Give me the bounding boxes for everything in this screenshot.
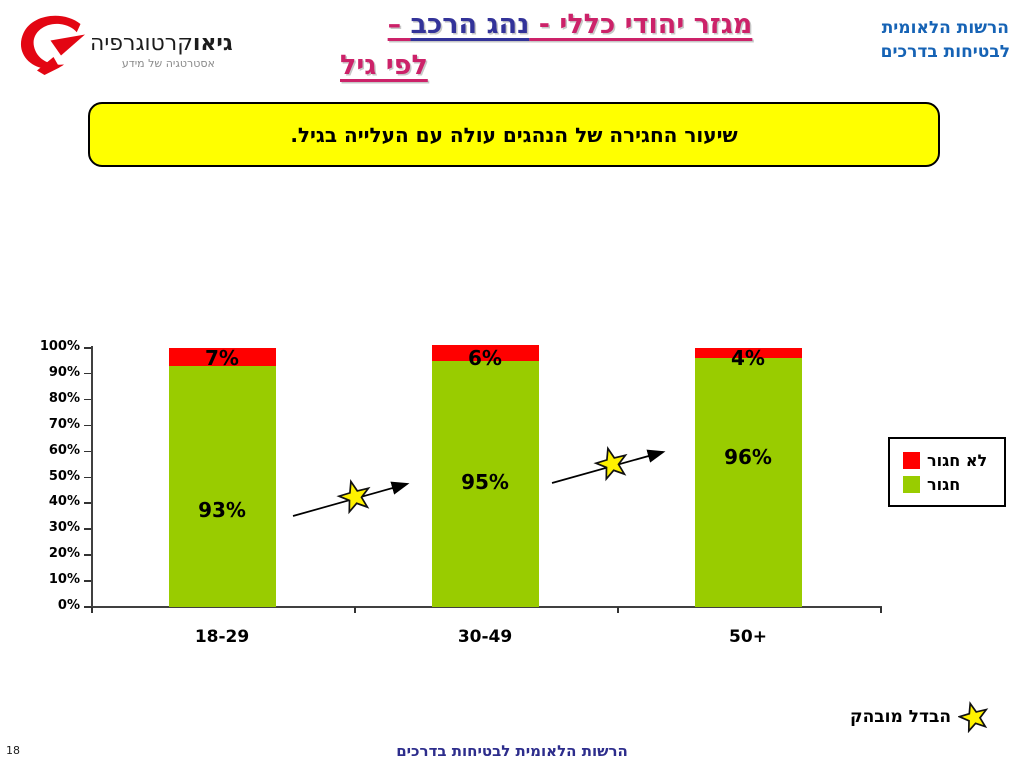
- page-number: 18: [6, 744, 20, 757]
- brand-rest: קרטוגרפיה: [90, 31, 193, 56]
- bar-label-worn: 96%: [724, 445, 772, 469]
- x-axis-tick-mark: [354, 607, 356, 613]
- slide-title-line2: לפי גיל: [340, 45, 800, 86]
- significance-label: הבדל מובהק: [850, 707, 951, 727]
- y-axis-tick-label: 100%: [39, 339, 80, 354]
- chart-legend: לא חגור חגור: [888, 437, 1006, 507]
- bar-segment-18-29-not-worn: [168, 348, 276, 367]
- footer-org-name: הרשות הלאומית לבטיחות בדרכים: [396, 742, 628, 760]
- y-axis-tick-mark: [84, 554, 92, 556]
- bar-label-not-worn: 6%: [468, 346, 502, 370]
- title-part3: –: [387, 9, 411, 40]
- y-axis-tick-label: 60%: [48, 442, 80, 458]
- slide-title: מגזר יהודי כללי - נהג הרכב – לפי גיל: [340, 4, 800, 86]
- bar-segment-50+-worn: [694, 358, 802, 607]
- bar-segment-18-29-worn: [168, 366, 276, 607]
- bar-segment-30-49-worn: [431, 360, 539, 607]
- slide-title-line1: מגזר יהודי כללי - נהג הרכב –: [340, 4, 800, 45]
- x-axis-category-label: 18-29: [194, 627, 250, 647]
- legend-label: חגור: [927, 474, 961, 494]
- y-axis-tick-label: 0%: [57, 598, 80, 613]
- y-axis-tick-mark: [84, 606, 92, 608]
- org-name-header: הרשות הלאומית לבטיחות בדרכים: [881, 16, 1010, 64]
- y-axis-tick-mark: [84, 372, 92, 375]
- x-axis-tick-mark: [617, 607, 619, 613]
- legend-swatch-icon: [903, 475, 920, 493]
- callout-box: שיעור החגירה של הנהגים עולה עם העלייה בג…: [88, 102, 940, 167]
- y-axis-tick-label: 30%: [48, 520, 80, 536]
- y-axis-tick-mark: [84, 476, 92, 479]
- logo: גיאוקרטוגרפיה אסטרטגיה של מידע: [14, 12, 237, 78]
- legend-swatch-icon: [903, 451, 920, 469]
- significance-star-icon: [958, 701, 989, 733]
- bar-label-worn: 93%: [198, 498, 246, 522]
- significance-star-icon: [958, 701, 989, 733]
- callout-text: שיעור החגירה של הנהגים עולה עם העלייה בג…: [290, 122, 738, 147]
- x-axis-category-label: 30-49: [457, 627, 513, 647]
- y-axis-tick-mark: [84, 502, 92, 504]
- x-axis-tick-mark: [91, 607, 93, 613]
- logo-text: גיאוקרטוגרפיה אסטרטגיה של מידע: [90, 32, 233, 71]
- org-name-line2: לבטיחות בדרכים: [880, 42, 1010, 62]
- y-axis-tick-label: 90%: [48, 364, 80, 380]
- y-axis-tick-label: 20%: [48, 546, 80, 562]
- y-axis-tick-mark: [84, 528, 92, 530]
- y-axis-tick-label: 80%: [48, 390, 80, 406]
- y-axis-tick-label: 40%: [48, 494, 80, 510]
- x-axis-tick-mark: [880, 607, 882, 613]
- brand-bold: גיאו: [192, 31, 233, 56]
- title-part2: נהג הרכב: [410, 9, 530, 40]
- bar-segment-50+-not-worn: [694, 348, 802, 359]
- y-axis-tick-mark: [84, 450, 92, 453]
- y-axis-tick-label: 70%: [48, 416, 80, 432]
- y-axis-tick-label: 50%: [48, 468, 80, 484]
- significance-note: הבדל מובהק: [790, 701, 990, 733]
- geocartography-logo-icon: [20, 15, 85, 75]
- x-axis-category-label: 50+: [729, 627, 767, 647]
- bar-label-worn: 95%: [461, 470, 509, 494]
- legend-item: חגור: [903, 475, 1004, 494]
- legend-item: לא חגור: [903, 451, 1004, 470]
- bar-segment-30-49-not-worn: [431, 345, 539, 361]
- y-axis-tick-mark: [84, 398, 92, 401]
- brand-name: גיאוקרטוגרפיה: [90, 32, 233, 56]
- y-axis-line: [91, 346, 93, 608]
- bar-label-not-worn: 4%: [731, 346, 765, 370]
- y-axis-tick-mark: [84, 347, 92, 349]
- org-name-line1: הרשות הלאומית: [881, 18, 1009, 38]
- legend-label: לא חגור: [927, 450, 988, 470]
- y-axis-tick-mark: [84, 424, 92, 427]
- title-line2-text: לפי גיל: [340, 50, 428, 81]
- title-part1: מגזר יהודי כללי -: [529, 9, 753, 40]
- y-axis-tick-label: 10%: [48, 572, 80, 588]
- y-axis-tick-mark: [84, 580, 92, 582]
- brand-tagline: אסטרטגיה של מידע: [121, 57, 215, 70]
- bar-label-not-worn: 7%: [205, 346, 239, 370]
